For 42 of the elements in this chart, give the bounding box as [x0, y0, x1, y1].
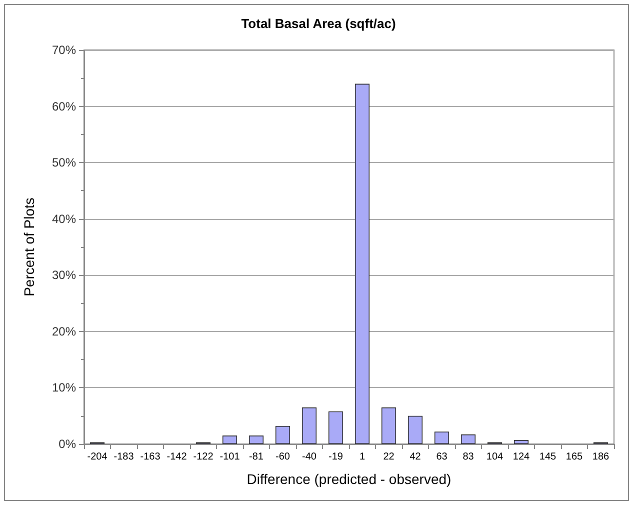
bar: [408, 416, 423, 444]
x-tick-label: -183: [114, 452, 134, 462]
bar: [328, 411, 344, 444]
x-tick-label: 63: [436, 452, 448, 462]
chart-title: Total Basal Area (sqft/ac): [241, 16, 396, 31]
x-axis-title: Difference (predicted - observed): [246, 471, 452, 487]
bar: [381, 407, 396, 444]
bar: [354, 84, 370, 444]
x-tick-label: 1: [359, 452, 366, 462]
x-tick-label: -101: [220, 452, 240, 462]
x-tick-label: 186: [592, 452, 610, 462]
bar: [460, 434, 476, 444]
x-tick-label: 83: [462, 452, 474, 462]
y-tick-label: 10%: [52, 380, 76, 395]
bar: [434, 432, 450, 444]
x-tick-label: -142: [166, 452, 188, 462]
y-tick-label: 50%: [52, 156, 76, 170]
bar: [275, 426, 290, 444]
y-axis-title: Percent of Plots: [21, 198, 37, 296]
x-tick-label: 42: [410, 452, 422, 462]
y-tick-label: 60%: [52, 99, 76, 114]
y-tick-label: 70%: [52, 43, 76, 57]
x-tick-label: 145: [539, 452, 557, 462]
x-tick-label: -60: [276, 452, 290, 462]
x-tick-label: -81: [249, 452, 264, 462]
bar: [248, 436, 264, 444]
x-tick-label: 104: [486, 452, 504, 462]
y-tick-label: 0%: [58, 437, 76, 451]
bar: [222, 436, 238, 444]
y-tick-label: 40%: [52, 212, 76, 226]
x-tick-label: -40: [302, 452, 317, 462]
x-tick-label: -163: [140, 452, 161, 462]
x-tick-label: -19: [328, 452, 344, 462]
x-tick-label: 165: [566, 452, 584, 462]
x-tick-label: -204: [87, 452, 108, 462]
y-tick-label: 30%: [52, 268, 76, 282]
x-tick-label: 124: [512, 452, 530, 462]
bar: [302, 407, 317, 444]
y-tick-label: 20%: [52, 324, 76, 338]
x-tick-label: 22: [383, 452, 395, 462]
x-tick-label: -122: [193, 452, 214, 462]
bar: [514, 440, 529, 444]
